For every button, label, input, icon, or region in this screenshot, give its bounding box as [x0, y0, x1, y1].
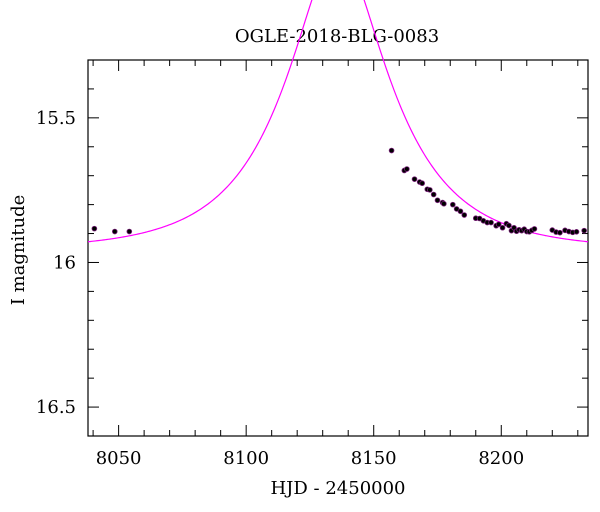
y-tick-label: 15.5	[36, 108, 76, 129]
plot-area: 8050 8100 8150 8200 15.5 16 16.5	[36, 0, 589, 469]
data-point	[91, 225, 98, 232]
data-point	[461, 212, 468, 218]
data-point	[404, 166, 410, 172]
data-point	[499, 224, 506, 231]
data-point	[449, 201, 456, 208]
plot-frame	[87, 59, 589, 437]
data-point	[419, 180, 425, 187]
x-tick-label: 8050	[96, 448, 142, 469]
y-tick-label: 16.5	[36, 397, 76, 418]
data-point	[457, 208, 464, 215]
tick-labels: 8050 8100 8150 8200 15.5 16 16.5	[36, 108, 524, 469]
data-point	[111, 228, 118, 235]
data-point	[126, 228, 133, 235]
y-tick-label: 16	[53, 252, 76, 273]
data-point	[557, 229, 563, 236]
data-point	[441, 200, 447, 207]
data-point	[430, 191, 437, 198]
x-tick-label: 8150	[351, 448, 397, 469]
data-point	[411, 176, 418, 182]
x-axis-label: HJD - 2450000	[270, 478, 405, 499]
data-point	[531, 226, 538, 232]
data-point	[434, 197, 441, 204]
data-point	[581, 227, 587, 234]
data-point	[488, 219, 494, 226]
data-points-group	[91, 147, 587, 236]
axis-ticks	[88, 59, 588, 437]
chart-title: OGLE-2018-BLG-0083	[235, 26, 439, 47]
data-point	[495, 221, 502, 228]
y-axis-label: I magnitude	[8, 195, 29, 306]
x-tick-label: 8200	[478, 448, 524, 469]
data-point	[388, 147, 395, 154]
data-point	[427, 187, 433, 193]
data-point	[573, 229, 580, 235]
data-point	[506, 222, 512, 229]
x-tick-label: 8100	[223, 448, 269, 469]
